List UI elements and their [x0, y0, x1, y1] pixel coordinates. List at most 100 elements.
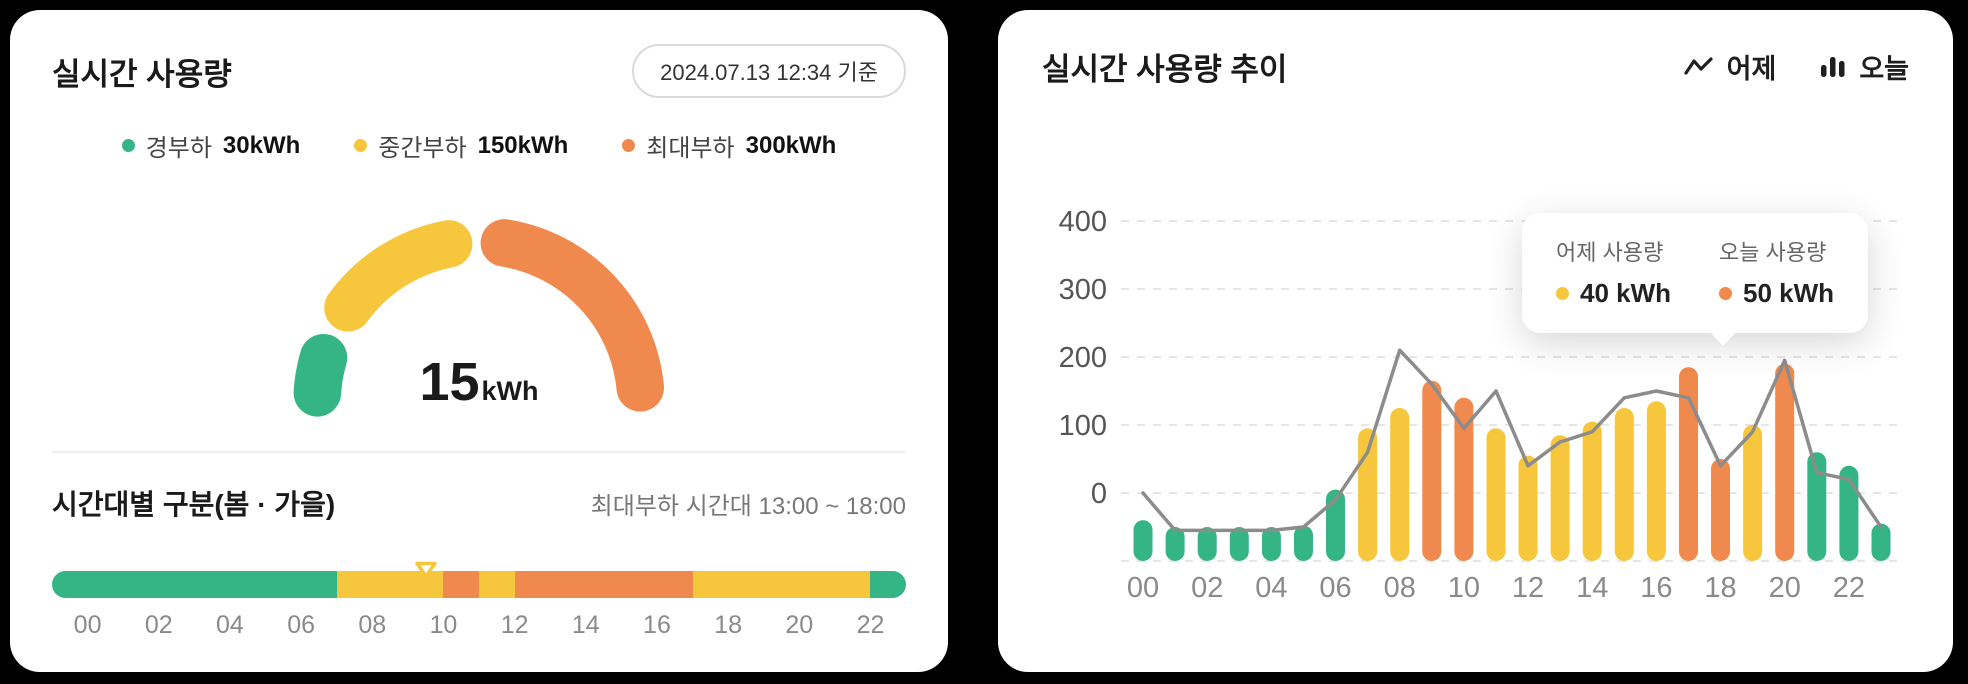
- yesterday-line: [1141, 348, 1883, 533]
- tooltip-today-label: 오늘 사용량: [1719, 240, 1827, 265]
- gauge-value-number: 15: [419, 351, 480, 412]
- timeband: 00 02 04 06 08 10 12 14 16 18 20 22: [52, 561, 906, 640]
- y-axis-label: 400: [1059, 206, 1107, 238]
- line-icon: [1684, 56, 1714, 78]
- usage-gauge: 15 kWh: [263, 187, 695, 427]
- bars-icon: [1820, 55, 1846, 79]
- tooltip-yesterday: 어제 사용량 40 kWh: [1556, 235, 1671, 309]
- legend-dot-orange: [622, 139, 636, 152]
- today-bar-21[interactable]: [1807, 452, 1827, 561]
- x-axis-label: 12: [1512, 572, 1544, 603]
- legend-item-mid-load: 중간부하 150kWh: [354, 128, 568, 163]
- tooltip-yesterday-label: 어제 사용량: [1556, 240, 1664, 265]
- today-bar-12[interactable]: [1518, 455, 1538, 561]
- hour-label: 08: [358, 610, 387, 639]
- trend-chart: 400 300 200 100 0 00 02 04 06 08 10 12 14 16 18 20 22 어제…: [1042, 103, 1909, 608]
- gauge-value-unit: kWh: [481, 375, 539, 406]
- today-bar-06[interactable]: [1326, 489, 1345, 561]
- legend-toggle-yesterday[interactable]: 어제: [1684, 47, 1777, 86]
- today-bar-02[interactable]: [1197, 527, 1217, 561]
- time-band-bar: [52, 570, 906, 598]
- time-marker: [413, 560, 439, 579]
- timeband-section-title: 시간대별 구분(봄 · 가을): [52, 488, 336, 520]
- chart-tooltip: 어제 사용량 40 kWh 오늘 사용량 50 kWh: [1522, 213, 1869, 346]
- tooltip-yesterday-value: 40 kWh: [1580, 278, 1672, 308]
- hour-label: 00: [73, 610, 102, 639]
- today-bar-04[interactable]: [1261, 527, 1281, 561]
- today-bar-14[interactable]: [1582, 421, 1602, 561]
- left-card-title: 실시간 사용량: [52, 56, 232, 92]
- today-bar-15[interactable]: [1614, 408, 1634, 561]
- today-bar-08[interactable]: [1390, 408, 1410, 561]
- legend-value: 300kWh: [745, 131, 837, 159]
- legend-dot-green: [121, 139, 135, 152]
- time-band-segment-orange: [514, 570, 693, 598]
- legend-item-light-load: 경부하 30kWh: [121, 128, 301, 163]
- today-bar-20[interactable]: [1775, 363, 1795, 561]
- legend-yesterday-label: 어제: [1726, 54, 1777, 84]
- today-bar-22[interactable]: [1839, 465, 1859, 561]
- legend-toggle-today[interactable]: 오늘: [1820, 47, 1909, 86]
- today-bar-11[interactable]: [1486, 428, 1506, 561]
- x-axis-label: 10: [1448, 572, 1480, 603]
- divider: [52, 450, 906, 453]
- tooltip-today-value: 50 kWh: [1743, 278, 1835, 308]
- today-bar-23[interactable]: [1871, 523, 1891, 561]
- legend-value: 30kWh: [222, 131, 301, 159]
- legend-value: 150kWh: [477, 131, 569, 159]
- legend-item-peak-load: 최대부하 300kWh: [622, 128, 836, 163]
- legend-dot-yellow: [354, 139, 368, 152]
- today-bar-10[interactable]: [1454, 397, 1474, 561]
- y-axis-label: 0: [1091, 478, 1107, 510]
- x-axis-label: 08: [1384, 572, 1416, 603]
- y-axis-label: 100: [1059, 410, 1107, 442]
- legend-today-label: 오늘: [1859, 54, 1909, 84]
- usage-trend-card: 실시간 사용량 추이 어제: [998, 10, 1953, 672]
- right-card-title: 실시간 사용량 추이: [1042, 52, 1288, 87]
- x-axis-label: 04: [1255, 572, 1287, 603]
- x-axis-label: 00: [1127, 572, 1159, 603]
- x-axis-label: 02: [1191, 572, 1223, 603]
- trend-legend: 어제 오늘: [1684, 47, 1909, 86]
- hour-label: 14: [571, 610, 600, 639]
- today-bar-00[interactable]: [1133, 520, 1153, 561]
- today-bar-03[interactable]: [1229, 527, 1249, 561]
- time-band-segment-yellow: [692, 570, 871, 598]
- hour-label: 16: [643, 610, 671, 639]
- gauge-segment-mid: [324, 220, 473, 332]
- realtime-usage-card: 실시간 사용량 2024.07.13 12:34 기준 경부하 30kWh 중간…: [10, 10, 948, 672]
- gauge-segment-peak: [480, 219, 664, 412]
- hour-label: 18: [714, 610, 743, 639]
- x-axis-label: 20: [1769, 572, 1801, 603]
- today-bar-16[interactable]: [1646, 401, 1666, 561]
- x-axis-label: 14: [1576, 572, 1608, 603]
- gauge-segment-light: [293, 333, 348, 417]
- gauge-legend: 경부하 30kWh 중간부하 150kWh 최대부하 300kWh: [52, 128, 906, 163]
- left-card-header: 실시간 사용량 2024.07.13 12:34 기준: [52, 44, 906, 98]
- timestamp-text: 2024.07.13 12:34 기준: [660, 60, 878, 85]
- today-bar-05[interactable]: [1294, 525, 1313, 561]
- tooltip-dot-orange: [1719, 287, 1733, 300]
- gauge-current-value: 15 kWh: [263, 351, 695, 413]
- hour-label: 02: [144, 610, 173, 639]
- today-bar-18[interactable]: [1711, 459, 1730, 561]
- time-band-segment-orange: [443, 570, 479, 598]
- tooltip-today: 오늘 사용량 50 kWh: [1719, 235, 1834, 309]
- time-band-segment-yellow: [479, 570, 515, 598]
- y-axis-label: 300: [1059, 274, 1107, 306]
- right-card-header: 실시간 사용량 추이 어제: [1042, 44, 1909, 89]
- today-bar-09[interactable]: [1422, 380, 1442, 561]
- today-bar-19[interactable]: [1743, 425, 1763, 561]
- today-bar-01[interactable]: [1165, 527, 1185, 561]
- hour-label: 12: [500, 610, 529, 639]
- today-bar-17[interactable]: [1679, 367, 1698, 561]
- hour-label: 22: [856, 610, 885, 639]
- hour-label: 06: [287, 610, 315, 639]
- legend-label: 최대부하: [646, 135, 735, 162]
- hour-label: 04: [216, 610, 244, 639]
- legend-label: 경부하: [145, 135, 212, 162]
- today-bar-13[interactable]: [1550, 435, 1570, 561]
- x-axis-label: 16: [1640, 572, 1672, 603]
- timeband-section-header: 시간대별 구분(봄 · 가을) 최대부하 시간대 13:00 ~ 18:00: [52, 483, 906, 523]
